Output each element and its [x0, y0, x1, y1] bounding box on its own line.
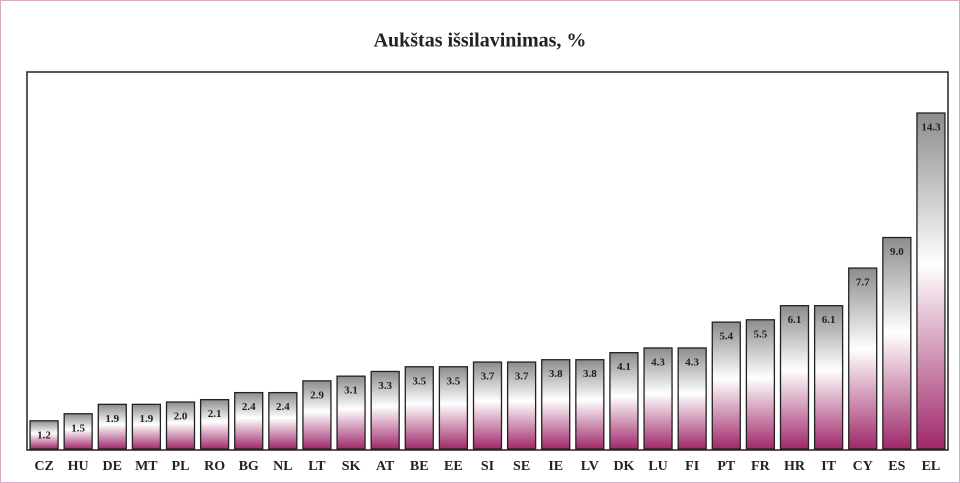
- x-tick-label: FR: [751, 459, 771, 474]
- x-tick-label: NL: [273, 459, 292, 474]
- value-label: 1.9: [140, 413, 154, 425]
- bar: [779, 305, 810, 450]
- x-tick-label: RO: [204, 459, 225, 474]
- x-tick-label: EL: [922, 459, 941, 474]
- value-label: 3.7: [515, 371, 529, 383]
- value-label: 14.3: [921, 122, 941, 134]
- bar: [63, 413, 93, 450]
- bar: [711, 321, 741, 450]
- x-tick-label: LU: [648, 459, 667, 474]
- value-label: 1.2: [37, 429, 51, 441]
- value-label: 4.3: [651, 356, 665, 368]
- plot-area: [26, 71, 949, 451]
- value-label: 3.3: [378, 380, 392, 392]
- x-tick-label: CY: [853, 459, 873, 474]
- x-tick-label: HU: [68, 459, 89, 474]
- bar: [472, 361, 503, 450]
- bar: [302, 380, 332, 450]
- value-label: 2.4: [276, 401, 290, 413]
- value-label: 2.9: [310, 389, 324, 401]
- bar: [541, 359, 571, 450]
- x-tick-label: IT: [821, 459, 836, 474]
- bar: [438, 366, 469, 450]
- value-label: 3.8: [549, 368, 563, 380]
- value-label: 7.7: [856, 277, 870, 289]
- bar: [745, 319, 776, 450]
- bar: [677, 347, 707, 450]
- value-label: 1.5: [71, 422, 85, 434]
- bar: [643, 347, 673, 450]
- x-tick-label: MT: [135, 459, 158, 474]
- x-tick-label: PT: [717, 459, 736, 474]
- value-label: 3.5: [447, 375, 461, 387]
- value-label: 4.3: [685, 356, 699, 368]
- value-label: 2.1: [208, 408, 222, 420]
- bar: [848, 267, 878, 450]
- bar: [506, 361, 537, 450]
- value-label: 5.5: [754, 328, 768, 340]
- x-tick-label: LT: [308, 459, 326, 474]
- value-label: 2.0: [174, 411, 188, 423]
- x-tick-label: EE: [444, 459, 463, 474]
- value-label: 9.0: [890, 246, 904, 258]
- bar: [575, 359, 605, 450]
- bar: [29, 420, 59, 450]
- value-label: 4.1: [617, 361, 631, 373]
- bar: [268, 391, 298, 450]
- chart-title: Aukštas išsilavinimas, %: [374, 30, 587, 52]
- x-tick-label: FI: [685, 459, 699, 474]
- x-tick-label: PL: [172, 459, 190, 474]
- bar: [813, 305, 844, 450]
- bar: [370, 370, 400, 450]
- x-tick-label: AT: [376, 459, 395, 474]
- bar: [609, 352, 639, 450]
- value-label: 3.1: [344, 385, 358, 397]
- x-tick-label: BG: [239, 459, 259, 474]
- bar: [882, 236, 912, 450]
- value-label: 2.4: [242, 401, 256, 413]
- value-label: 3.5: [412, 375, 426, 387]
- x-tick-label: LV: [581, 459, 599, 474]
- x-tick-label: HR: [784, 459, 806, 474]
- x-tick-label: CZ: [34, 459, 53, 474]
- value-label: 1.9: [105, 413, 119, 425]
- x-tick-label: DE: [103, 459, 122, 474]
- value-label: 6.1: [822, 314, 836, 326]
- x-tick-label: SI: [481, 459, 494, 474]
- bar: [131, 403, 162, 450]
- x-tick-label: SE: [513, 459, 530, 474]
- bar: [199, 399, 230, 450]
- value-label: 6.1: [788, 314, 802, 326]
- bar: [336, 375, 366, 450]
- value-label: 5.4: [719, 331, 733, 343]
- value-label: 3.7: [481, 371, 495, 383]
- x-tick-label: ES: [888, 459, 905, 474]
- x-tick-label: IE: [548, 459, 563, 474]
- x-tick-label: SK: [342, 459, 361, 474]
- bar: [916, 112, 946, 450]
- value-label: 3.8: [583, 368, 597, 380]
- bar: [404, 366, 434, 450]
- bar: [165, 401, 196, 450]
- bar: [97, 403, 127, 450]
- x-tick-label: BE: [410, 459, 429, 474]
- x-tick-label: DK: [613, 459, 634, 474]
- bar: [234, 391, 264, 450]
